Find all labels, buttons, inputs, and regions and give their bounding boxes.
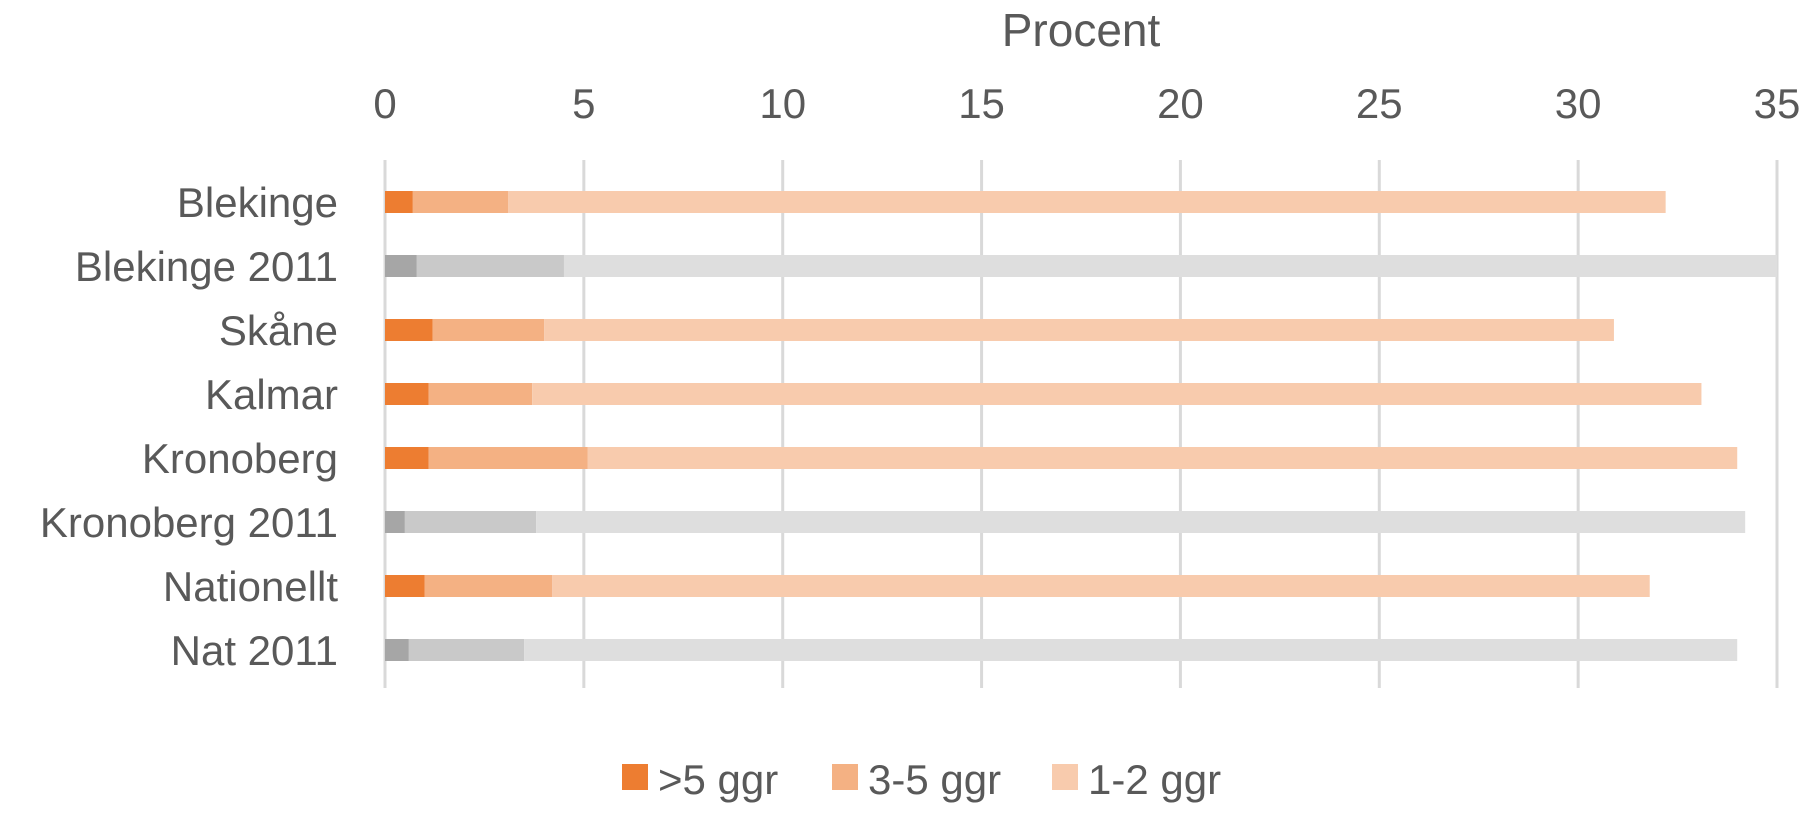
bar-segment bbox=[408, 639, 525, 661]
x-tick-label: 15 bbox=[958, 80, 1005, 127]
x-tick-label: 20 bbox=[1157, 80, 1204, 127]
bar-segment bbox=[544, 319, 1614, 341]
legend-label: 1-2 ggr bbox=[1088, 756, 1221, 803]
x-axis-ticks: 0 5 10 15 20 25 30 35 bbox=[373, 80, 1800, 127]
bar-segment bbox=[385, 319, 433, 341]
x-tick-label: 25 bbox=[1356, 80, 1403, 127]
bar-segment bbox=[563, 255, 1777, 277]
category-label: Blekinge bbox=[177, 179, 338, 226]
category-label: Blekinge 2011 bbox=[75, 243, 338, 290]
x-tick-label: 30 bbox=[1555, 80, 1602, 127]
category-label: Nat 2011 bbox=[171, 627, 338, 674]
bar-segment bbox=[385, 447, 429, 469]
bar-segment bbox=[416, 255, 564, 277]
category-labels: Blekinge Blekinge 2011 Skåne Kalmar Kronober… bbox=[40, 179, 338, 674]
category-label: Kronoberg bbox=[142, 435, 338, 482]
bar-segment bbox=[404, 511, 537, 533]
bar-segment bbox=[587, 447, 1738, 469]
category-label: Nationellt bbox=[163, 563, 338, 610]
category-label: Kalmar bbox=[205, 371, 338, 418]
bar-segment bbox=[424, 575, 553, 597]
bar-segment bbox=[524, 639, 1738, 661]
bars bbox=[385, 191, 1777, 661]
bar-segment bbox=[428, 383, 533, 405]
bar-segment bbox=[385, 191, 413, 213]
gridlines bbox=[383, 160, 1779, 688]
x-tick-label: 10 bbox=[759, 80, 806, 127]
legend: >5 ggr 3-5 ggr 1-2 ggr bbox=[622, 756, 1221, 803]
bar-segment bbox=[536, 511, 1746, 533]
legend-swatch bbox=[1052, 764, 1078, 790]
category-label: Skåne bbox=[219, 307, 338, 354]
bar-segment bbox=[532, 383, 1702, 405]
bar-segment bbox=[412, 191, 509, 213]
category-label: Kronoberg 2011 bbox=[40, 499, 338, 546]
legend-label: >5 ggr bbox=[658, 756, 778, 803]
bar-segment bbox=[508, 191, 1666, 213]
bar-segment bbox=[385, 639, 409, 661]
x-tick-label: 0 bbox=[373, 80, 396, 127]
x-tick-label: 35 bbox=[1754, 80, 1801, 127]
x-tick-label: 5 bbox=[572, 80, 595, 127]
bar-segment bbox=[385, 255, 417, 277]
legend-label: 3-5 ggr bbox=[868, 756, 1001, 803]
bar-segment bbox=[385, 575, 425, 597]
bar-segment bbox=[385, 383, 429, 405]
x-axis-title: Procent bbox=[1002, 4, 1161, 56]
legend-swatch bbox=[622, 764, 648, 790]
bar-segment bbox=[385, 511, 405, 533]
bar-segment bbox=[432, 319, 545, 341]
legend-swatch bbox=[832, 764, 858, 790]
bar-segment bbox=[552, 575, 1650, 597]
bar-segment bbox=[428, 447, 588, 469]
